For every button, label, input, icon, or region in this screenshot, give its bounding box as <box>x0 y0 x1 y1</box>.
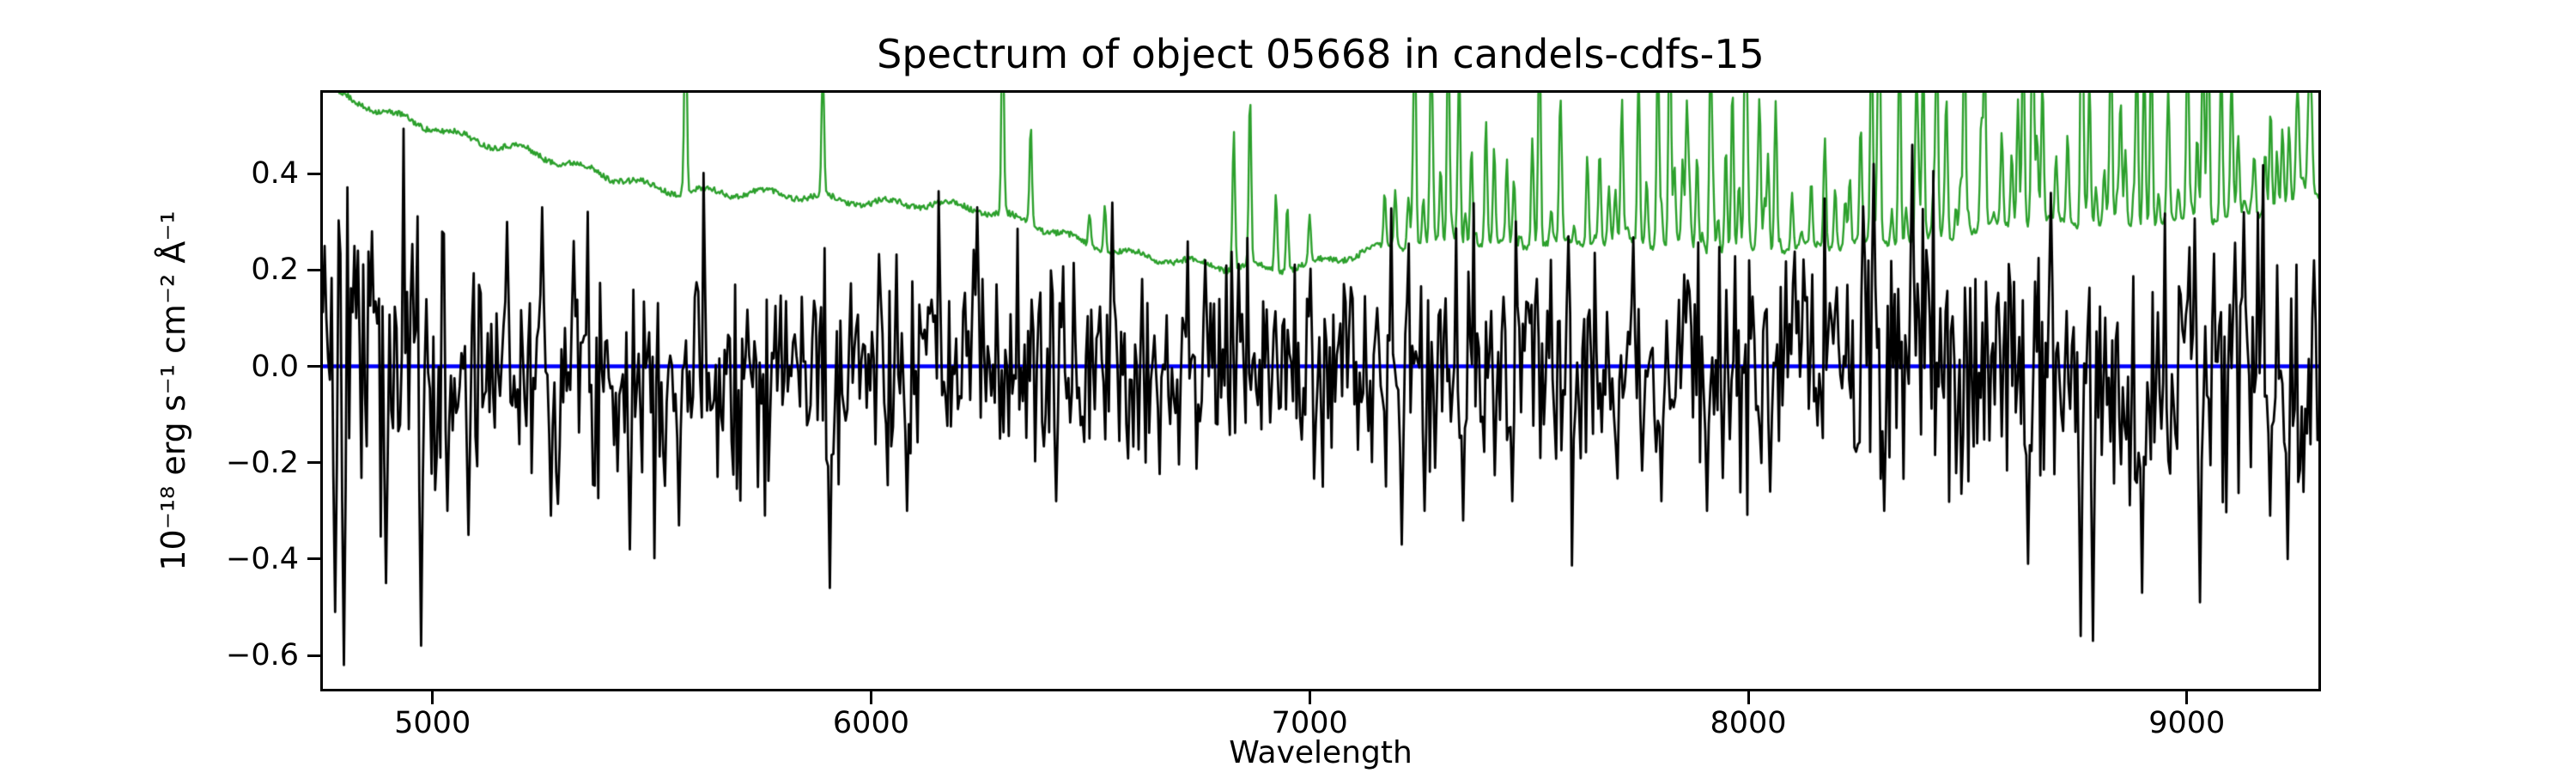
y-tick-label: 0.2 <box>251 253 299 288</box>
y-tick <box>307 461 320 465</box>
x-tick-label: 8000 <box>1710 706 1787 740</box>
y-tick <box>307 654 320 657</box>
x-axis-label: Wavelength <box>1229 735 1413 770</box>
y-tick-label: −0.2 <box>226 445 299 480</box>
x-tick <box>869 691 872 704</box>
y-tick-label: −0.6 <box>226 638 299 673</box>
x-tick-label: 6000 <box>832 706 909 740</box>
y-axis-label: 10⁻¹⁸ erg s⁻¹ cm⁻² Å⁻¹ <box>155 210 192 571</box>
x-tick-label: 5000 <box>394 706 471 740</box>
x-tick-label: 7000 <box>1271 706 1348 740</box>
y-tick <box>307 557 320 561</box>
spectrum-canvas <box>323 93 2318 689</box>
x-tick <box>1747 691 1750 704</box>
y-tick-label: −0.4 <box>226 541 299 576</box>
plot-area <box>320 90 2321 691</box>
chart-title: Spectrum of object 05668 in candels-cdfs… <box>877 31 1765 77</box>
y-tick-label: 0.4 <box>251 156 299 192</box>
x-tick <box>2185 691 2189 704</box>
x-tick-label: 9000 <box>2148 706 2226 740</box>
y-tick-label: 0.0 <box>251 349 299 384</box>
y-tick <box>307 365 320 368</box>
y-tick <box>307 268 320 271</box>
x-tick <box>431 691 434 704</box>
x-tick <box>1308 691 1311 704</box>
y-tick <box>307 172 320 175</box>
